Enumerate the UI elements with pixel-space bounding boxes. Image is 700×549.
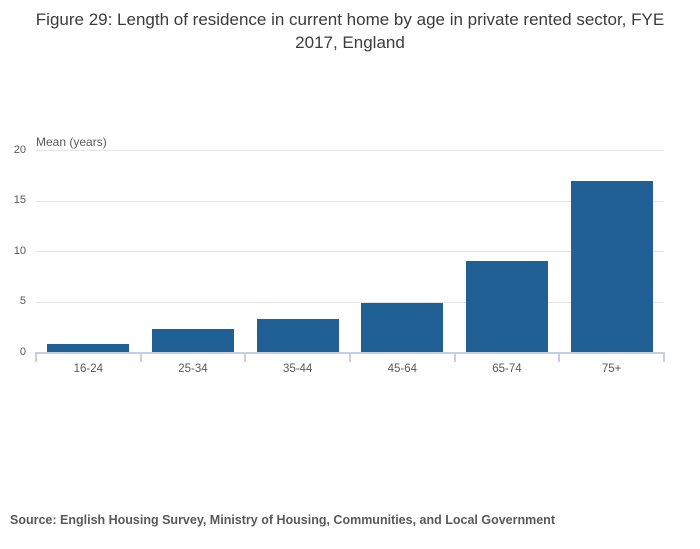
y-tick-label: 20 bbox=[13, 143, 26, 156]
bar-75+ bbox=[570, 180, 653, 353]
x-axis-tick bbox=[349, 352, 351, 362]
x-axis-tick bbox=[244, 352, 247, 362]
y-tick-label: 5 bbox=[19, 295, 26, 307]
x-axis-tick bbox=[453, 352, 456, 362]
y-tick-label: 15 bbox=[13, 194, 26, 206]
gridline bbox=[36, 251, 664, 252]
x-tick-label: 16-24 bbox=[73, 362, 104, 375]
bar-35-44 bbox=[256, 319, 339, 353]
bar-45-64 bbox=[361, 303, 444, 353]
x-tick-label: 45-64 bbox=[387, 362, 418, 375]
x-axis-tick bbox=[663, 352, 665, 362]
y-tick-label: 10 bbox=[13, 244, 26, 257]
chart-title: Figure 29: Length of residence in curren… bbox=[35, 10, 665, 52]
bar-25-34 bbox=[152, 329, 234, 353]
y-axis-label: Mean (years) bbox=[36, 135, 107, 149]
y-tick-label: 0 bbox=[19, 345, 26, 358]
x-tick-label: 35-44 bbox=[282, 362, 313, 375]
x-axis-tick bbox=[139, 352, 142, 362]
bar-16-24 bbox=[47, 344, 130, 353]
x-tick-label: 25-34 bbox=[178, 362, 208, 375]
bar-65-74 bbox=[466, 260, 548, 353]
x-axis-tick bbox=[558, 352, 561, 362]
x-tick-label: 65-74 bbox=[492, 362, 522, 375]
gridline bbox=[36, 150, 664, 151]
x-tick-label: 75+ bbox=[601, 362, 622, 375]
x-axis-tick bbox=[35, 352, 37, 362]
gridline bbox=[36, 200, 664, 202]
source-note: Source: English Housing Survey, Ministry… bbox=[10, 513, 555, 527]
gridline bbox=[36, 301, 664, 303]
